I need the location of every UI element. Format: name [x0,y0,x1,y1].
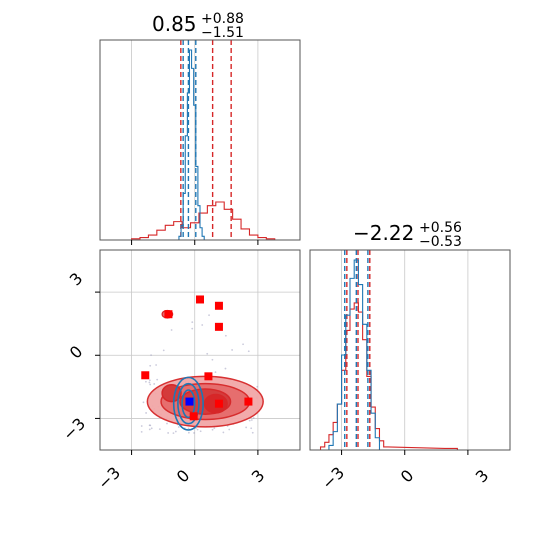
joint-scatter-point [149,364,152,367]
joint-scatter-point [251,431,254,434]
joint-red-marker-4 [214,301,223,310]
hist-x-title-minus: −1.51 [201,25,244,41]
joint-red-marker-2 [164,310,173,319]
joint-scatter-point [248,419,251,422]
hist-y-title-plus: +0.56 [419,220,462,236]
joint-scatter-point [196,428,199,431]
joint-scatter-point [247,350,250,353]
joint-xtick-label-1: −3 [94,463,124,493]
joint-scatter-point [224,334,227,337]
histy-xtick-label-3: 3 [472,466,493,487]
joint-scatter-point [155,364,158,366]
joint-scatter-point [193,432,195,434]
joint-scatter-point [150,427,153,430]
histy-xtick-label-1: −3 [318,463,348,493]
joint-scatter-point [153,383,156,385]
joint-scatter-point [145,380,147,383]
hist-x-frame [99,39,301,241]
frame-layer [95,39,511,455]
joint-scatter-point [231,349,234,351]
joint-scatter-point [211,428,214,431]
joint-scatter-point [167,432,170,434]
marks-layer [131,40,458,450]
joint-scatter-point [191,327,194,330]
joint-red-marker-8 [214,399,223,408]
joint-scatter-point [250,419,253,421]
joint-scatter-point [148,424,151,427]
joint-scatter-point [177,426,180,428]
joint-scatter-point [187,427,190,430]
hist-x-title-median: 0.85 [152,12,197,36]
joint-red-marker-9 [244,397,253,406]
joint-ytick-label-2: 0 [66,342,87,363]
joint-scatter-point [170,329,173,331]
joint-scatter-point [174,430,177,433]
hist-y-frame [309,249,511,451]
joint-scatter-point [187,431,190,434]
joint-red-marker-5 [214,322,223,331]
joint-xtick-label-3: 3 [248,466,269,487]
joint-scatter-point [242,343,244,346]
joint-scatter-point [162,349,165,352]
joint-scatter-point [156,378,159,381]
joint-scatter-point [228,428,231,431]
joint-scatter-point [252,417,255,419]
joint-ytick-label-1: 3 [66,269,87,290]
joint-scatter-point [158,428,161,431]
joint-scatter-point [148,379,151,382]
joint-scatter-point [208,314,210,317]
joint-scatter-point [201,324,204,326]
joint-scatter-point [191,321,194,324]
joint-scatter-point [150,354,152,357]
joint-scatter-point [211,358,214,361]
joint-scatter-point [166,422,168,425]
joint-scatter-point [148,381,151,384]
hist-x-title-plus: +0.88 [201,11,244,27]
joint-scatter-point [206,352,209,355]
joint-scatter-point [172,432,175,435]
joint-scatter-point [199,430,202,433]
histy-xtick-label-2: 0 [397,466,418,487]
joint-blue-contour-3 [181,389,196,419]
joint-scatter-point [140,425,143,427]
joint-ytick-label-3: −3 [59,414,89,444]
joint-scatter-point [148,428,151,431]
joint-red-marker-3 [196,295,204,304]
joint-scatter-point [224,367,227,370]
hist-y-title-median: −2.22 [353,221,414,245]
joint-scatter-point [142,401,145,404]
joint-red-marker-6 [204,372,213,381]
joint-scatter-point [145,412,147,414]
joint-scatter-point [222,431,225,434]
joint-scatter-point [250,427,253,430]
joint-scatter-point [213,427,216,430]
hist-x-series-1-hist [131,201,276,240]
joint-scatter-point [256,385,259,388]
joint-frame [99,249,301,451]
joint-scatter-point [245,426,248,429]
joint-red-marker-1 [141,371,150,380]
joint-red-marker-7 [189,412,198,421]
joint-blue-contour-2 [177,382,200,425]
joint-scatter-point [214,371,217,374]
joint-blue-marker-1 [185,397,194,406]
hist-y-title-minus: −0.53 [419,234,462,250]
joint-xtick-label-2: 0 [173,466,194,487]
hist-y-series-2-hist [328,259,381,450]
joint-scatter-point [149,383,152,386]
joint-blue-contour-1 [172,376,204,431]
joint-scatter-point [140,430,143,433]
